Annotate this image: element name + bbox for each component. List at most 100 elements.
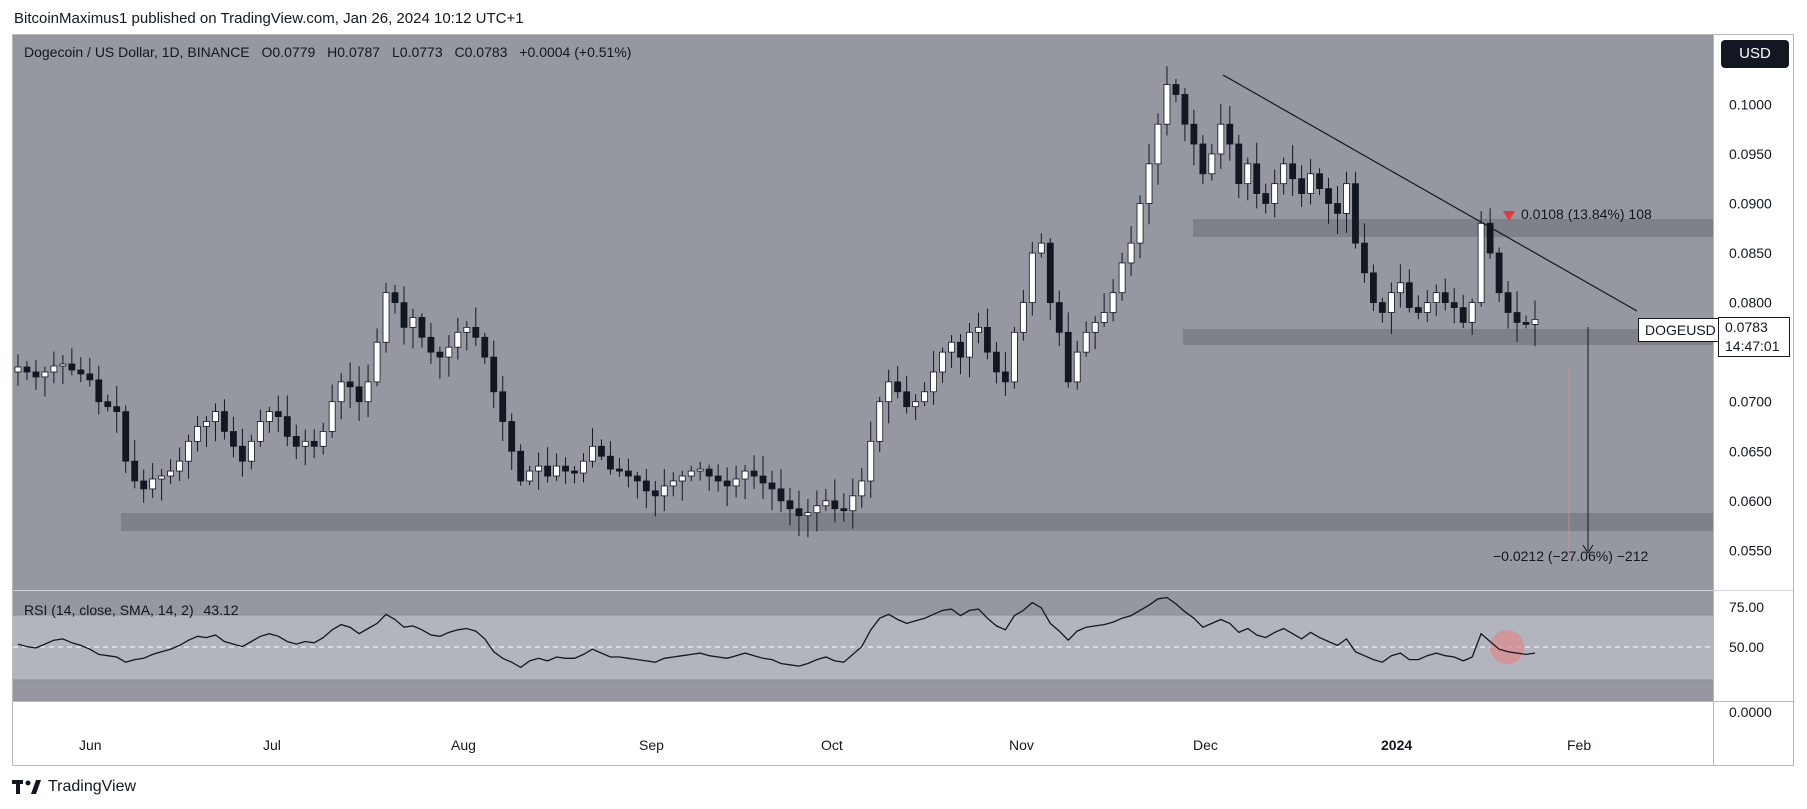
- candle-up[interactable]: [1127, 242, 1135, 264]
- candle-up[interactable]: [1154, 123, 1162, 165]
- candle-down[interactable]: [624, 470, 632, 477]
- candle-up[interactable]: [203, 421, 210, 427]
- candle-down[interactable]: [1199, 143, 1207, 175]
- candle-up[interactable]: [373, 341, 381, 383]
- candle-up[interactable]: [535, 465, 543, 472]
- candle-down[interactable]: [1253, 163, 1261, 194]
- candle-up[interactable]: [41, 371, 49, 378]
- candle-up[interactable]: [59, 363, 67, 367]
- candle-down[interactable]: [840, 508, 848, 512]
- candle-up[interactable]: [1271, 183, 1279, 204]
- candle-down[interactable]: [499, 391, 507, 422]
- candle-up[interactable]: [939, 351, 946, 373]
- candle-up[interactable]: [1531, 319, 1539, 325]
- candle-down[interactable]: [1262, 193, 1270, 204]
- candle-up[interactable]: [822, 500, 830, 507]
- candle-up[interactable]: [669, 480, 677, 487]
- candle-up[interactable]: [1208, 153, 1216, 175]
- candle-down[interactable]: [984, 326, 991, 353]
- candle-down[interactable]: [562, 465, 569, 472]
- candle-down[interactable]: [759, 475, 767, 484]
- candle-up[interactable]: [194, 426, 201, 442]
- candle-up[interactable]: [1082, 331, 1090, 353]
- candle-down[interactable]: [1316, 173, 1323, 190]
- candle-down[interactable]: [705, 468, 713, 477]
- candle-up[interactable]: [930, 371, 937, 393]
- candle-down[interactable]: [230, 431, 237, 447]
- candle-down[interactable]: [1513, 312, 1521, 323]
- candle-up[interactable]: [696, 468, 704, 472]
- candle-up[interactable]: [1387, 292, 1395, 313]
- candle-up[interactable]: [1468, 302, 1476, 323]
- candle-up[interactable]: [1118, 262, 1126, 294]
- candle-down[interactable]: [1522, 322, 1530, 325]
- candle-up[interactable]: [1244, 163, 1252, 185]
- tradingview-logo[interactable]: TradingView: [12, 778, 136, 796]
- candle-up[interactable]: [876, 401, 884, 442]
- candle-up[interactable]: [1343, 183, 1350, 214]
- candle-up[interactable]: [167, 470, 174, 477]
- candle-down[interactable]: [616, 468, 623, 472]
- candle-down[interactable]: [957, 341, 964, 358]
- candle-up[interactable]: [301, 440, 309, 447]
- candle-up[interactable]: [858, 480, 866, 497]
- candle-up[interactable]: [1423, 302, 1431, 313]
- candle-up[interactable]: [1217, 123, 1225, 155]
- candle-down[interactable]: [1325, 188, 1332, 204]
- candle-down[interactable]: [903, 391, 911, 408]
- candle-down[interactable]: [1046, 242, 1054, 303]
- chart-canvas[interactable]: 0.05500.06000.06500.07000.07500.08000.08…: [13, 35, 1793, 765]
- candle-up[interactable]: [1073, 351, 1081, 383]
- candle-down[interactable]: [1289, 163, 1297, 180]
- candle-up[interactable]: [553, 465, 560, 477]
- candle-down[interactable]: [1459, 307, 1467, 323]
- candle-down[interactable]: [1001, 371, 1009, 383]
- candle-up[interactable]: [580, 460, 587, 474]
- candle-up[interactable]: [1100, 312, 1108, 323]
- candle-up[interactable]: [1028, 252, 1036, 303]
- candle-up[interactable]: [813, 505, 821, 514]
- candle-down[interactable]: [1064, 331, 1072, 383]
- candle-up[interactable]: [849, 495, 857, 512]
- candle-down[interactable]: [1495, 252, 1503, 294]
- candle-down[interactable]: [1226, 123, 1234, 145]
- candle-up[interactable]: [975, 326, 982, 333]
- candle-down[interactable]: [1235, 143, 1243, 185]
- candle-down[interactable]: [113, 406, 121, 413]
- candle-up[interactable]: [185, 440, 192, 462]
- candle-down[interactable]: [1361, 242, 1368, 274]
- candle-down[interactable]: [1298, 178, 1306, 194]
- candle-up[interactable]: [732, 478, 740, 487]
- candle-down[interactable]: [1486, 222, 1494, 254]
- candle-down[interactable]: [894, 381, 902, 393]
- candle-up[interactable]: [1091, 322, 1099, 333]
- candle-down[interactable]: [598, 445, 605, 457]
- candle-up[interactable]: [1109, 292, 1117, 313]
- candle-down[interactable]: [391, 292, 399, 303]
- candle-down[interactable]: [544, 465, 552, 477]
- candle-down[interactable]: [427, 336, 435, 353]
- candle-down[interactable]: [221, 411, 228, 432]
- candle-up[interactable]: [1307, 173, 1314, 194]
- candle-up[interactable]: [247, 440, 255, 462]
- candle-up[interactable]: [454, 331, 462, 348]
- candle-down[interactable]: [86, 373, 94, 381]
- candle-down[interactable]: [633, 475, 641, 482]
- candle-down[interactable]: [140, 480, 148, 490]
- candle-up[interactable]: [265, 411, 273, 422]
- candle-up[interactable]: [158, 475, 166, 480]
- candle-down[interactable]: [32, 371, 40, 378]
- candle-up[interactable]: [867, 440, 875, 482]
- candle-down[interactable]: [95, 379, 103, 403]
- candle-up[interactable]: [409, 317, 417, 328]
- candle-down[interactable]: [517, 450, 525, 482]
- candle-down[interactable]: [122, 411, 130, 462]
- candle-up[interactable]: [328, 401, 336, 432]
- candle-up[interactable]: [463, 326, 471, 333]
- candle-down[interactable]: [1441, 292, 1449, 303]
- candle-up[interactable]: [256, 421, 264, 442]
- candle-down[interactable]: [472, 326, 480, 338]
- candle-down[interactable]: [310, 440, 318, 447]
- candle-up[interactable]: [382, 292, 390, 343]
- candle-down[interactable]: [795, 508, 803, 517]
